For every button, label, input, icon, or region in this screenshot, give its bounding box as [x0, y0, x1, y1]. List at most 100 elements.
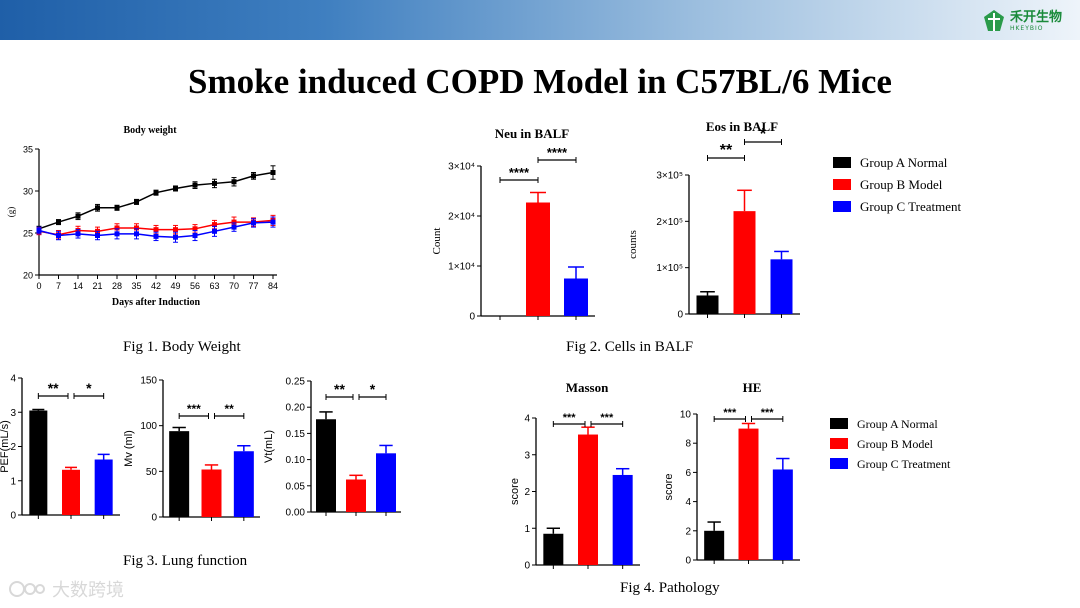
watermark-logo-icon	[9, 581, 45, 597]
caption-fig1: Fig 1. Body Weight	[123, 339, 241, 355]
body-weight-point	[231, 224, 237, 230]
he-bar	[738, 428, 759, 560]
slide-title: Smoke induced COPD Model in C57BL/6 Mice	[188, 62, 892, 101]
body-weight-point	[192, 226, 198, 232]
masson-title: Masson	[566, 380, 609, 395]
body-weight-point	[270, 219, 276, 225]
mv-bar	[169, 431, 190, 517]
neu-balf-sig-label: ****	[547, 145, 568, 160]
body-weight-x-tick-label: 28	[112, 281, 122, 291]
neu-balf-sig-label: ****	[509, 165, 530, 180]
legend-label-1: Group B Model	[860, 177, 943, 192]
legend-swatch-2	[830, 438, 848, 449]
masson-sig-label: ***	[563, 412, 577, 424]
legend-swatch-2	[830, 458, 848, 469]
logo-text-cn: 禾开生物	[1009, 9, 1062, 25]
body-weight-x-tick-label: 56	[190, 281, 200, 291]
body-weight-x-tick-label: 21	[92, 281, 102, 291]
body-weight-point	[75, 231, 81, 237]
body-weight-point	[212, 180, 217, 186]
legend-swatch-1	[833, 201, 851, 212]
logo-icon	[983, 10, 1004, 31]
body-weight-point	[231, 219, 237, 225]
eos-balf-y-tick-label: 1×10⁵	[656, 263, 683, 274]
neu-balf-y-label: Count	[431, 228, 443, 255]
eos-balf-y-tick-label: 0	[677, 310, 683, 321]
he-sig-label: ***	[723, 407, 737, 419]
vt-y-tick-label: 0.15	[286, 429, 306, 440]
eos-balf-sig-label: **	[720, 142, 733, 159]
body-weight-y-label: (g)	[6, 207, 16, 218]
body-weight-point	[270, 170, 276, 176]
vt-bar	[346, 479, 366, 512]
pef-sig-label: **	[48, 380, 59, 396]
body-weight-y-tick-label: 30	[23, 187, 33, 197]
body-weight-x-tick-label: 0	[36, 281, 41, 291]
body-weight-point	[212, 228, 217, 234]
legend-swatch-1	[833, 157, 851, 168]
body-weight-x-tick-label: 84	[268, 281, 278, 291]
mv-bar	[233, 451, 254, 517]
body-weight-point	[212, 222, 217, 228]
mv-y-label: Mv (ml)	[123, 430, 135, 467]
watermark: 大数跨境	[8, 576, 124, 602]
body-weight-point	[95, 205, 100, 211]
eos-balf-bar	[696, 295, 719, 314]
body-weight-point	[251, 173, 256, 179]
he-y-tick-label: 6	[685, 468, 691, 479]
legend-label-1: Group C Treatment	[860, 199, 962, 214]
he-y-tick-label: 4	[685, 497, 691, 508]
he-bar	[704, 530, 725, 560]
vt-y-tick-label: 0.00	[286, 508, 306, 519]
masson-sig-label: ***	[600, 412, 614, 424]
caption-fig4: Fig 4. Pathology	[620, 580, 720, 596]
body-weight-point	[56, 219, 61, 225]
neu-balf-bar	[564, 278, 588, 316]
body-weight-point	[75, 213, 81, 219]
legend-label-2: Group B Model	[857, 437, 934, 451]
watermark-text: 大数跨境	[52, 580, 124, 601]
body-weight-y-tick-label: 25	[23, 229, 33, 239]
legend-swatch-1	[833, 179, 851, 190]
body-weight-y-tick-label: 20	[23, 271, 33, 281]
eos-balf-y-tick-label: 2×10⁵	[656, 217, 683, 228]
body-weight-point	[56, 233, 61, 239]
he-title: HE	[743, 380, 762, 395]
pef-y-tick-label: 3	[10, 408, 16, 419]
body-weight-point	[114, 205, 120, 211]
masson-bar	[543, 533, 564, 565]
legend-swatch-2	[830, 418, 848, 429]
mv-sig-label: ***	[187, 402, 201, 416]
body-weight-x-tick-label: 70	[229, 281, 239, 291]
legend-label-2: Group C Treatment	[857, 457, 951, 471]
pef-y-tick-label: 0	[10, 511, 16, 522]
mv-y-tick-label: 50	[146, 467, 158, 478]
he-y-label: score	[663, 474, 675, 501]
neu-balf-y-tick-label: 3×10⁴	[448, 162, 475, 173]
body-weight-x-tick-label: 77	[248, 281, 258, 291]
he-sig-label: ***	[761, 407, 775, 419]
pef-y-label: PEF(mL/s)	[0, 420, 11, 473]
body-weight-x-tick-label: 14	[73, 281, 83, 291]
masson-y-tick-label: 4	[524, 414, 530, 425]
company-logo: 禾开生物 HKEYBIO	[982, 6, 1062, 36]
body-weight-y-tick-label: 35	[23, 145, 33, 155]
body-weight-point	[231, 179, 237, 185]
body-weight-x-tick-label: 63	[209, 281, 219, 291]
masson-bar	[612, 474, 633, 565]
vt-y-tick-label: 0.05	[286, 481, 306, 492]
body-weight-point	[192, 182, 198, 188]
body-weight-x-tick-label: 42	[151, 281, 161, 291]
body-weight-point	[134, 199, 139, 205]
vt-y-tick-label: 0.10	[286, 455, 306, 466]
vt-bar	[316, 419, 336, 512]
vt-y-tick-label: 0.25	[286, 377, 306, 388]
vt-y-tick-label: 0.20	[286, 403, 306, 414]
legend-label-1: Group A Normal	[860, 155, 948, 170]
mv-y-tick-label: 0	[151, 513, 157, 524]
pef-y-tick-label: 2	[10, 442, 16, 453]
eos-balf-bar	[770, 259, 793, 314]
caption-fig3: Fig 3. Lung function	[123, 553, 248, 569]
pef-bar	[29, 410, 48, 515]
